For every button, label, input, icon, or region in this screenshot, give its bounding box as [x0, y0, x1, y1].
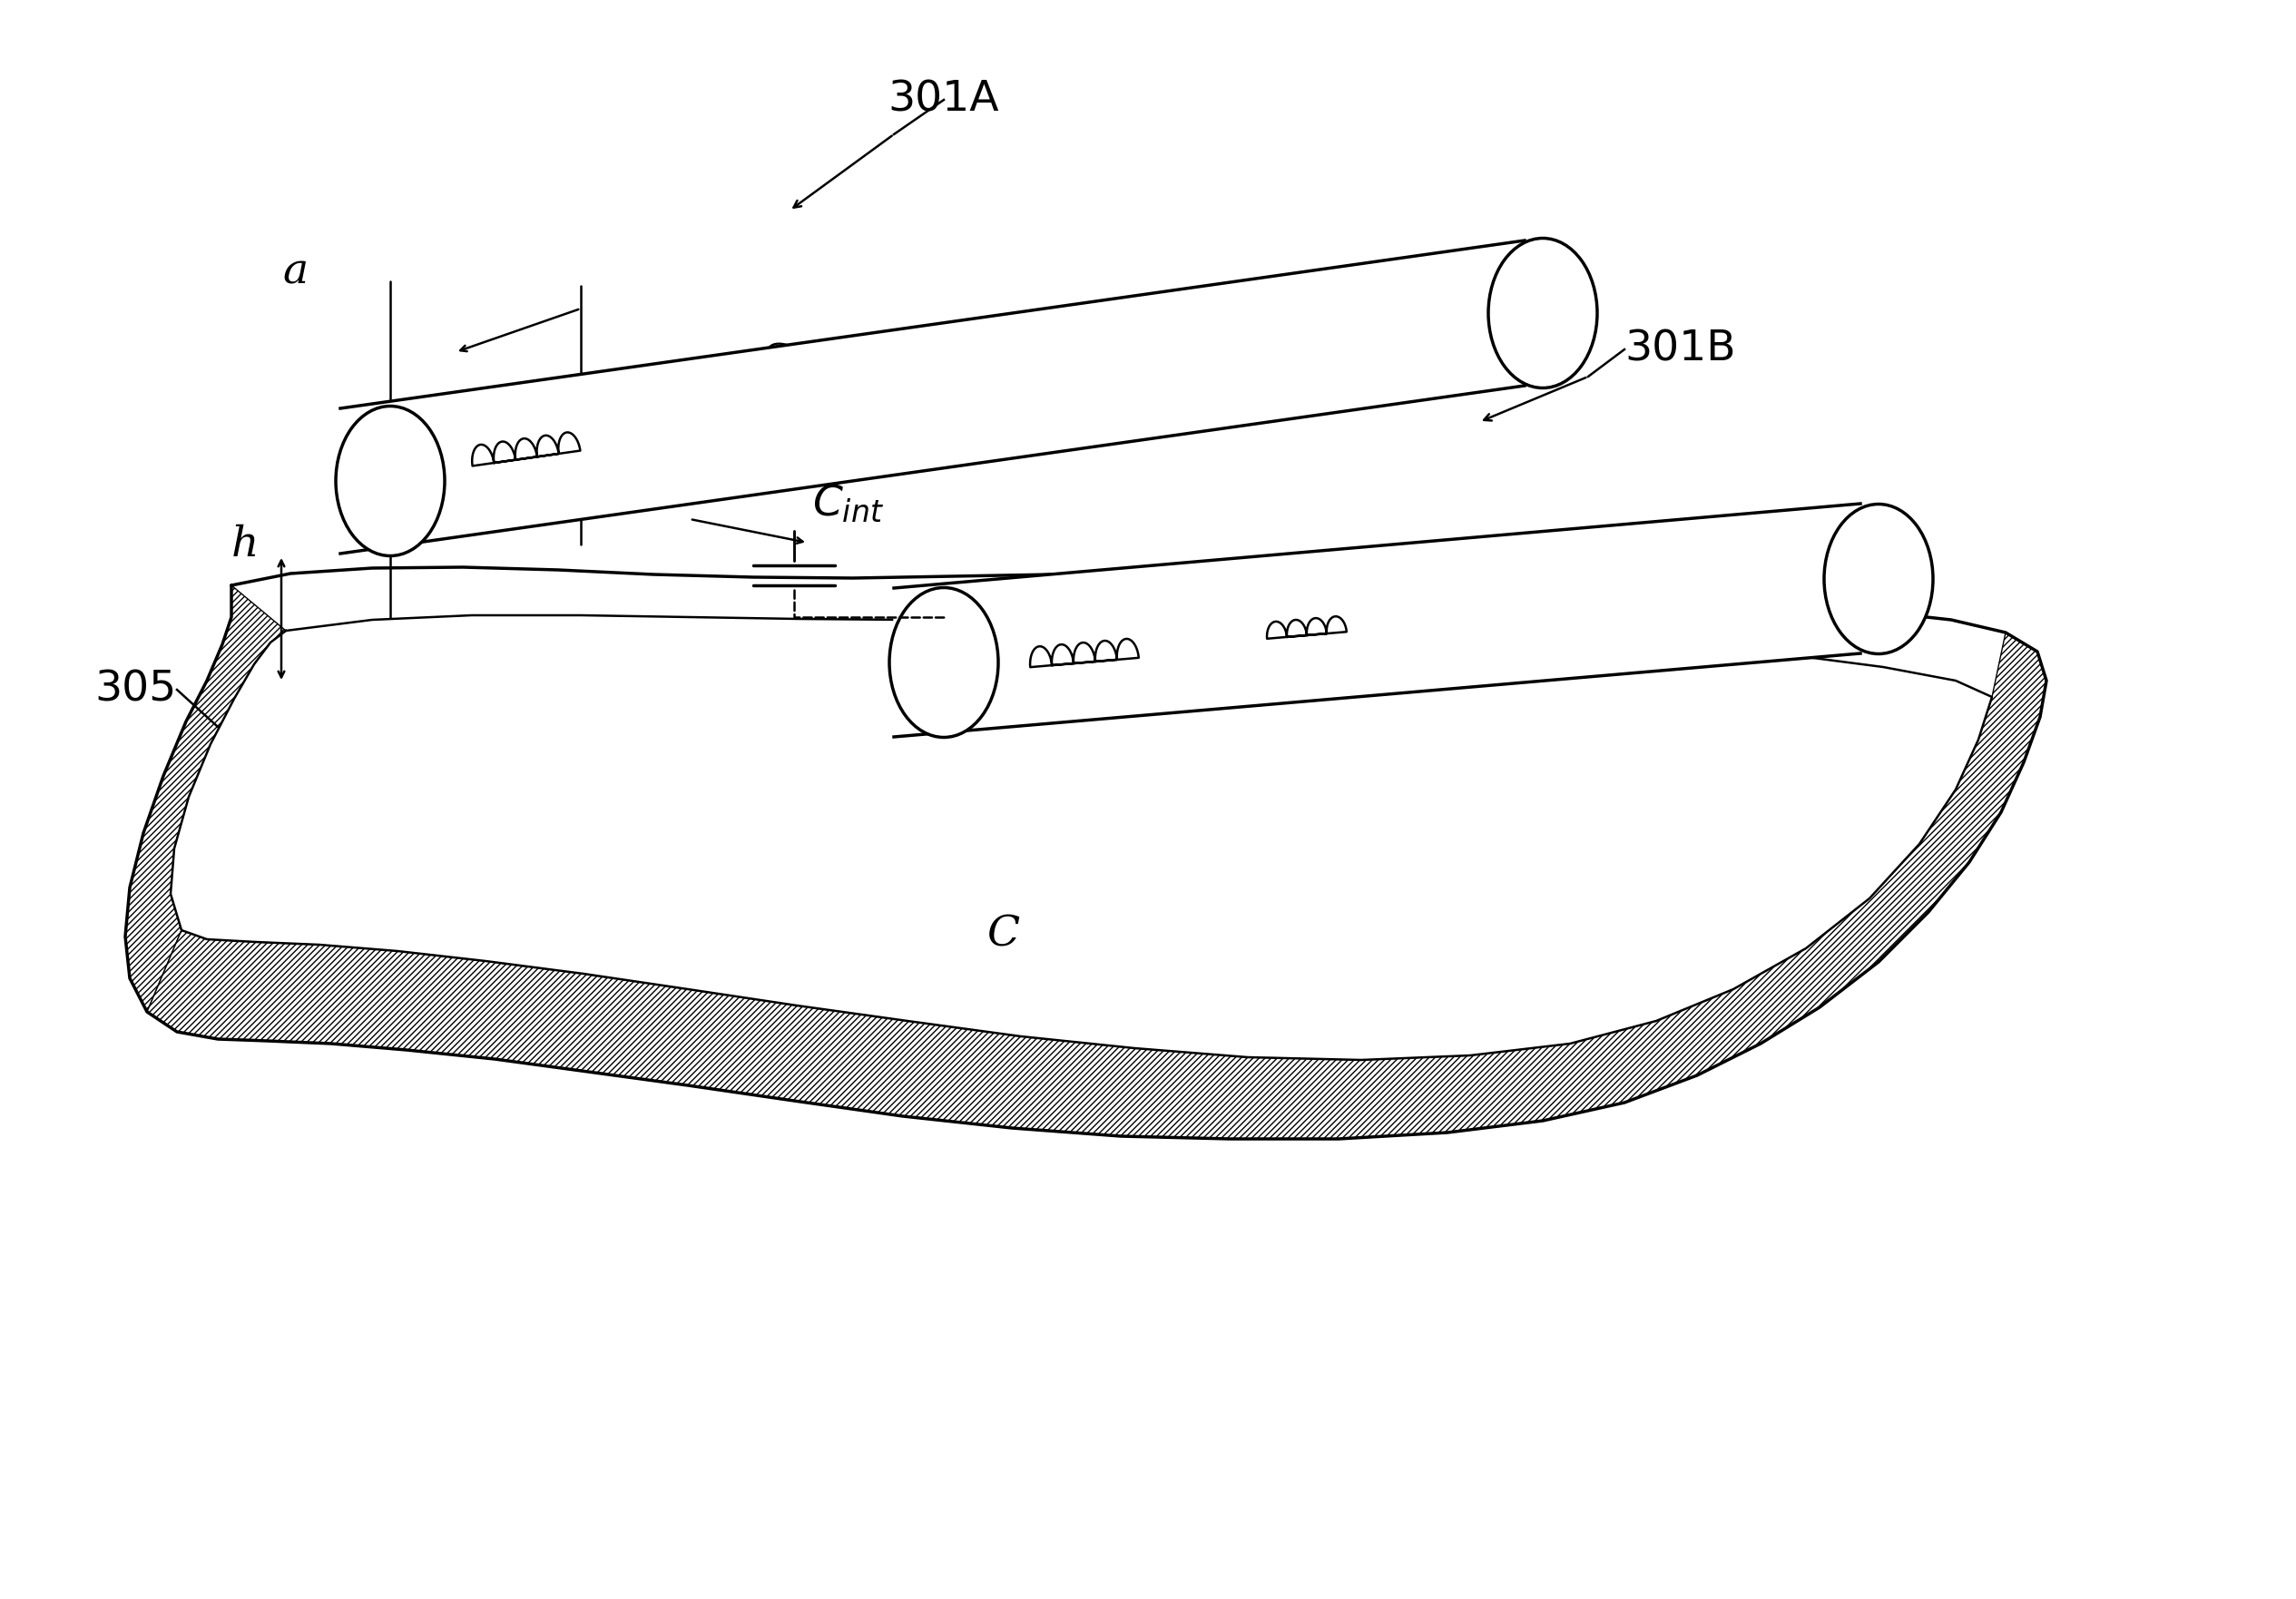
- Ellipse shape: [335, 406, 445, 556]
- Ellipse shape: [1823, 504, 1933, 654]
- Text: S: S: [762, 342, 790, 384]
- Ellipse shape: [889, 587, 999, 737]
- Text: m: m: [1263, 598, 1297, 636]
- Text: 301A: 301A: [889, 80, 999, 120]
- Polygon shape: [147, 633, 2046, 1138]
- Polygon shape: [340, 240, 1525, 553]
- Text: a: a: [282, 251, 308, 293]
- Polygon shape: [170, 616, 1993, 1060]
- Text: L: L: [491, 448, 517, 486]
- Polygon shape: [893, 504, 1860, 737]
- Text: $C_{int}$: $C_{int}$: [813, 483, 884, 524]
- Text: 305: 305: [94, 670, 177, 710]
- Text: h: h: [232, 524, 259, 564]
- Polygon shape: [126, 585, 287, 1012]
- Text: C: C: [987, 915, 1019, 955]
- Text: L: L: [1045, 652, 1070, 691]
- Polygon shape: [126, 568, 2046, 1138]
- Ellipse shape: [1488, 238, 1598, 389]
- Text: 301B: 301B: [1626, 329, 1736, 369]
